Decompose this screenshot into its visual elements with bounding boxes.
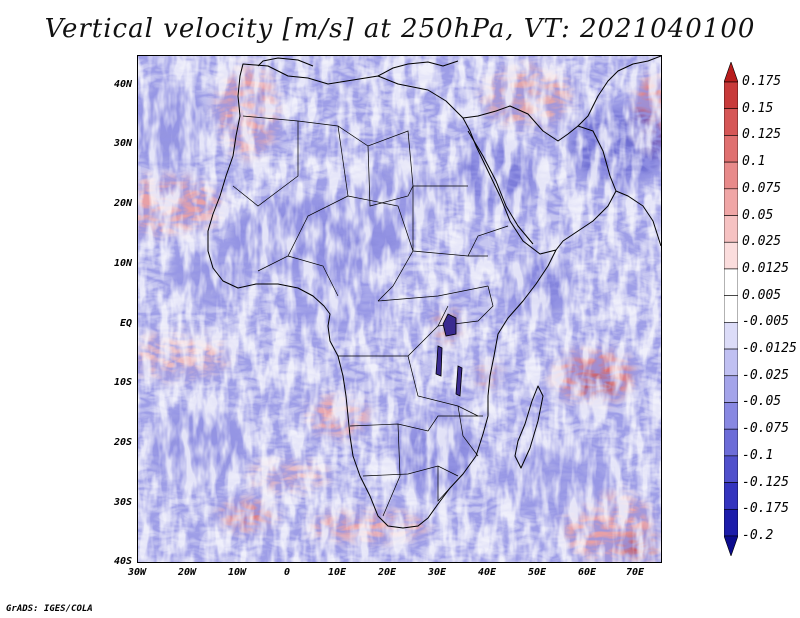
- colorbar-label: -0.005: [742, 314, 789, 330]
- colorbar-bin: [724, 108, 738, 136]
- colorbar-bin: [724, 428, 738, 457]
- colorbar: [724, 62, 738, 556]
- lat-label-30s: 30S: [113, 497, 132, 508]
- chart-title: Vertical velocity [m/s] at 250hPa, VT: 2…: [44, 14, 756, 44]
- lon-label-40e: 40E: [477, 567, 497, 578]
- lon-label-10e: 10E: [327, 567, 347, 578]
- colorbar-bin: [724, 348, 738, 377]
- colorbar-label: -0.025: [742, 367, 789, 383]
- coastline: [207, 56, 661, 529]
- colorbar-label: 0.1: [742, 154, 766, 170]
- lon-label-20e: 20E: [377, 567, 397, 578]
- colorbar-bin: [724, 215, 738, 243]
- colorbar-bin: [724, 508, 738, 537]
- colorbar-label: 0.0125: [742, 260, 789, 276]
- lat-label-10n: 10N: [113, 258, 132, 269]
- colorbar-label: 0.05: [742, 207, 774, 223]
- colorbar-label: -0.2: [742, 528, 774, 543]
- colorbar-bin: [724, 322, 738, 350]
- lon-label-30w: 30W: [127, 567, 147, 578]
- lon-label-60e: 60E: [577, 567, 597, 578]
- colorbar-bin: [724, 62, 738, 83]
- colorbar-label: -0.05: [742, 394, 782, 410]
- lat-label-40s: 40S: [113, 556, 132, 567]
- lon-label-30e: 30E: [427, 567, 447, 578]
- colorbar-bin: [724, 535, 738, 556]
- lat-label-20n: 20N: [113, 198, 132, 209]
- lat-label-30n: 30N: [113, 138, 132, 149]
- colorbar-bin: [724, 161, 738, 190]
- colorbar-bin: [724, 295, 738, 323]
- colorbar-bin: [724, 402, 738, 430]
- colorbar-bin: [724, 375, 738, 403]
- lakes: [435, 313, 463, 397]
- velocity-field: [138, 56, 661, 562]
- lon-label-20w: 20W: [177, 567, 197, 578]
- colorbar-bin: [724, 482, 738, 510]
- colorbar-label: 0.005: [742, 287, 782, 303]
- lon-label-70e: 70E: [625, 567, 645, 578]
- lat-label-10s: 10S: [113, 377, 132, 388]
- colorbar-bin: [724, 241, 738, 270]
- colorbar-bin: [724, 268, 738, 296]
- colorbar-label: -0.075: [742, 421, 789, 437]
- colorbar-label: 0.175: [742, 74, 782, 89]
- colorbar-label: 0.125: [742, 127, 782, 143]
- lat-label-40n: 40N: [113, 79, 132, 90]
- colorbar-bin: [724, 455, 738, 483]
- lat-label-eq: EQ: [119, 318, 132, 329]
- credit-text: GrADS: IGES/COLA: [6, 604, 93, 614]
- lat-label-20s: 20S: [113, 437, 132, 448]
- colorbar-label: 0.025: [742, 234, 782, 250]
- colorbar-label: -0.175: [742, 501, 789, 517]
- lon-label-50e: 50E: [527, 567, 547, 578]
- colorbar-label: -0.1: [742, 447, 774, 463]
- colorbar-label: -0.0125: [742, 341, 797, 357]
- colorbar-bin: [724, 135, 738, 163]
- colorbar-label: -0.125: [742, 474, 789, 490]
- country-borders: [232, 115, 509, 517]
- colorbar-bin: [724, 188, 738, 216]
- lon-label-0: 0: [283, 567, 291, 578]
- colorbar-label: 0.15: [742, 100, 774, 116]
- colorbar-bin: [724, 81, 738, 110]
- map-panel: [137, 55, 662, 563]
- colorbar-label: 0.075: [742, 180, 782, 196]
- lon-label-10w: 10W: [227, 567, 247, 578]
